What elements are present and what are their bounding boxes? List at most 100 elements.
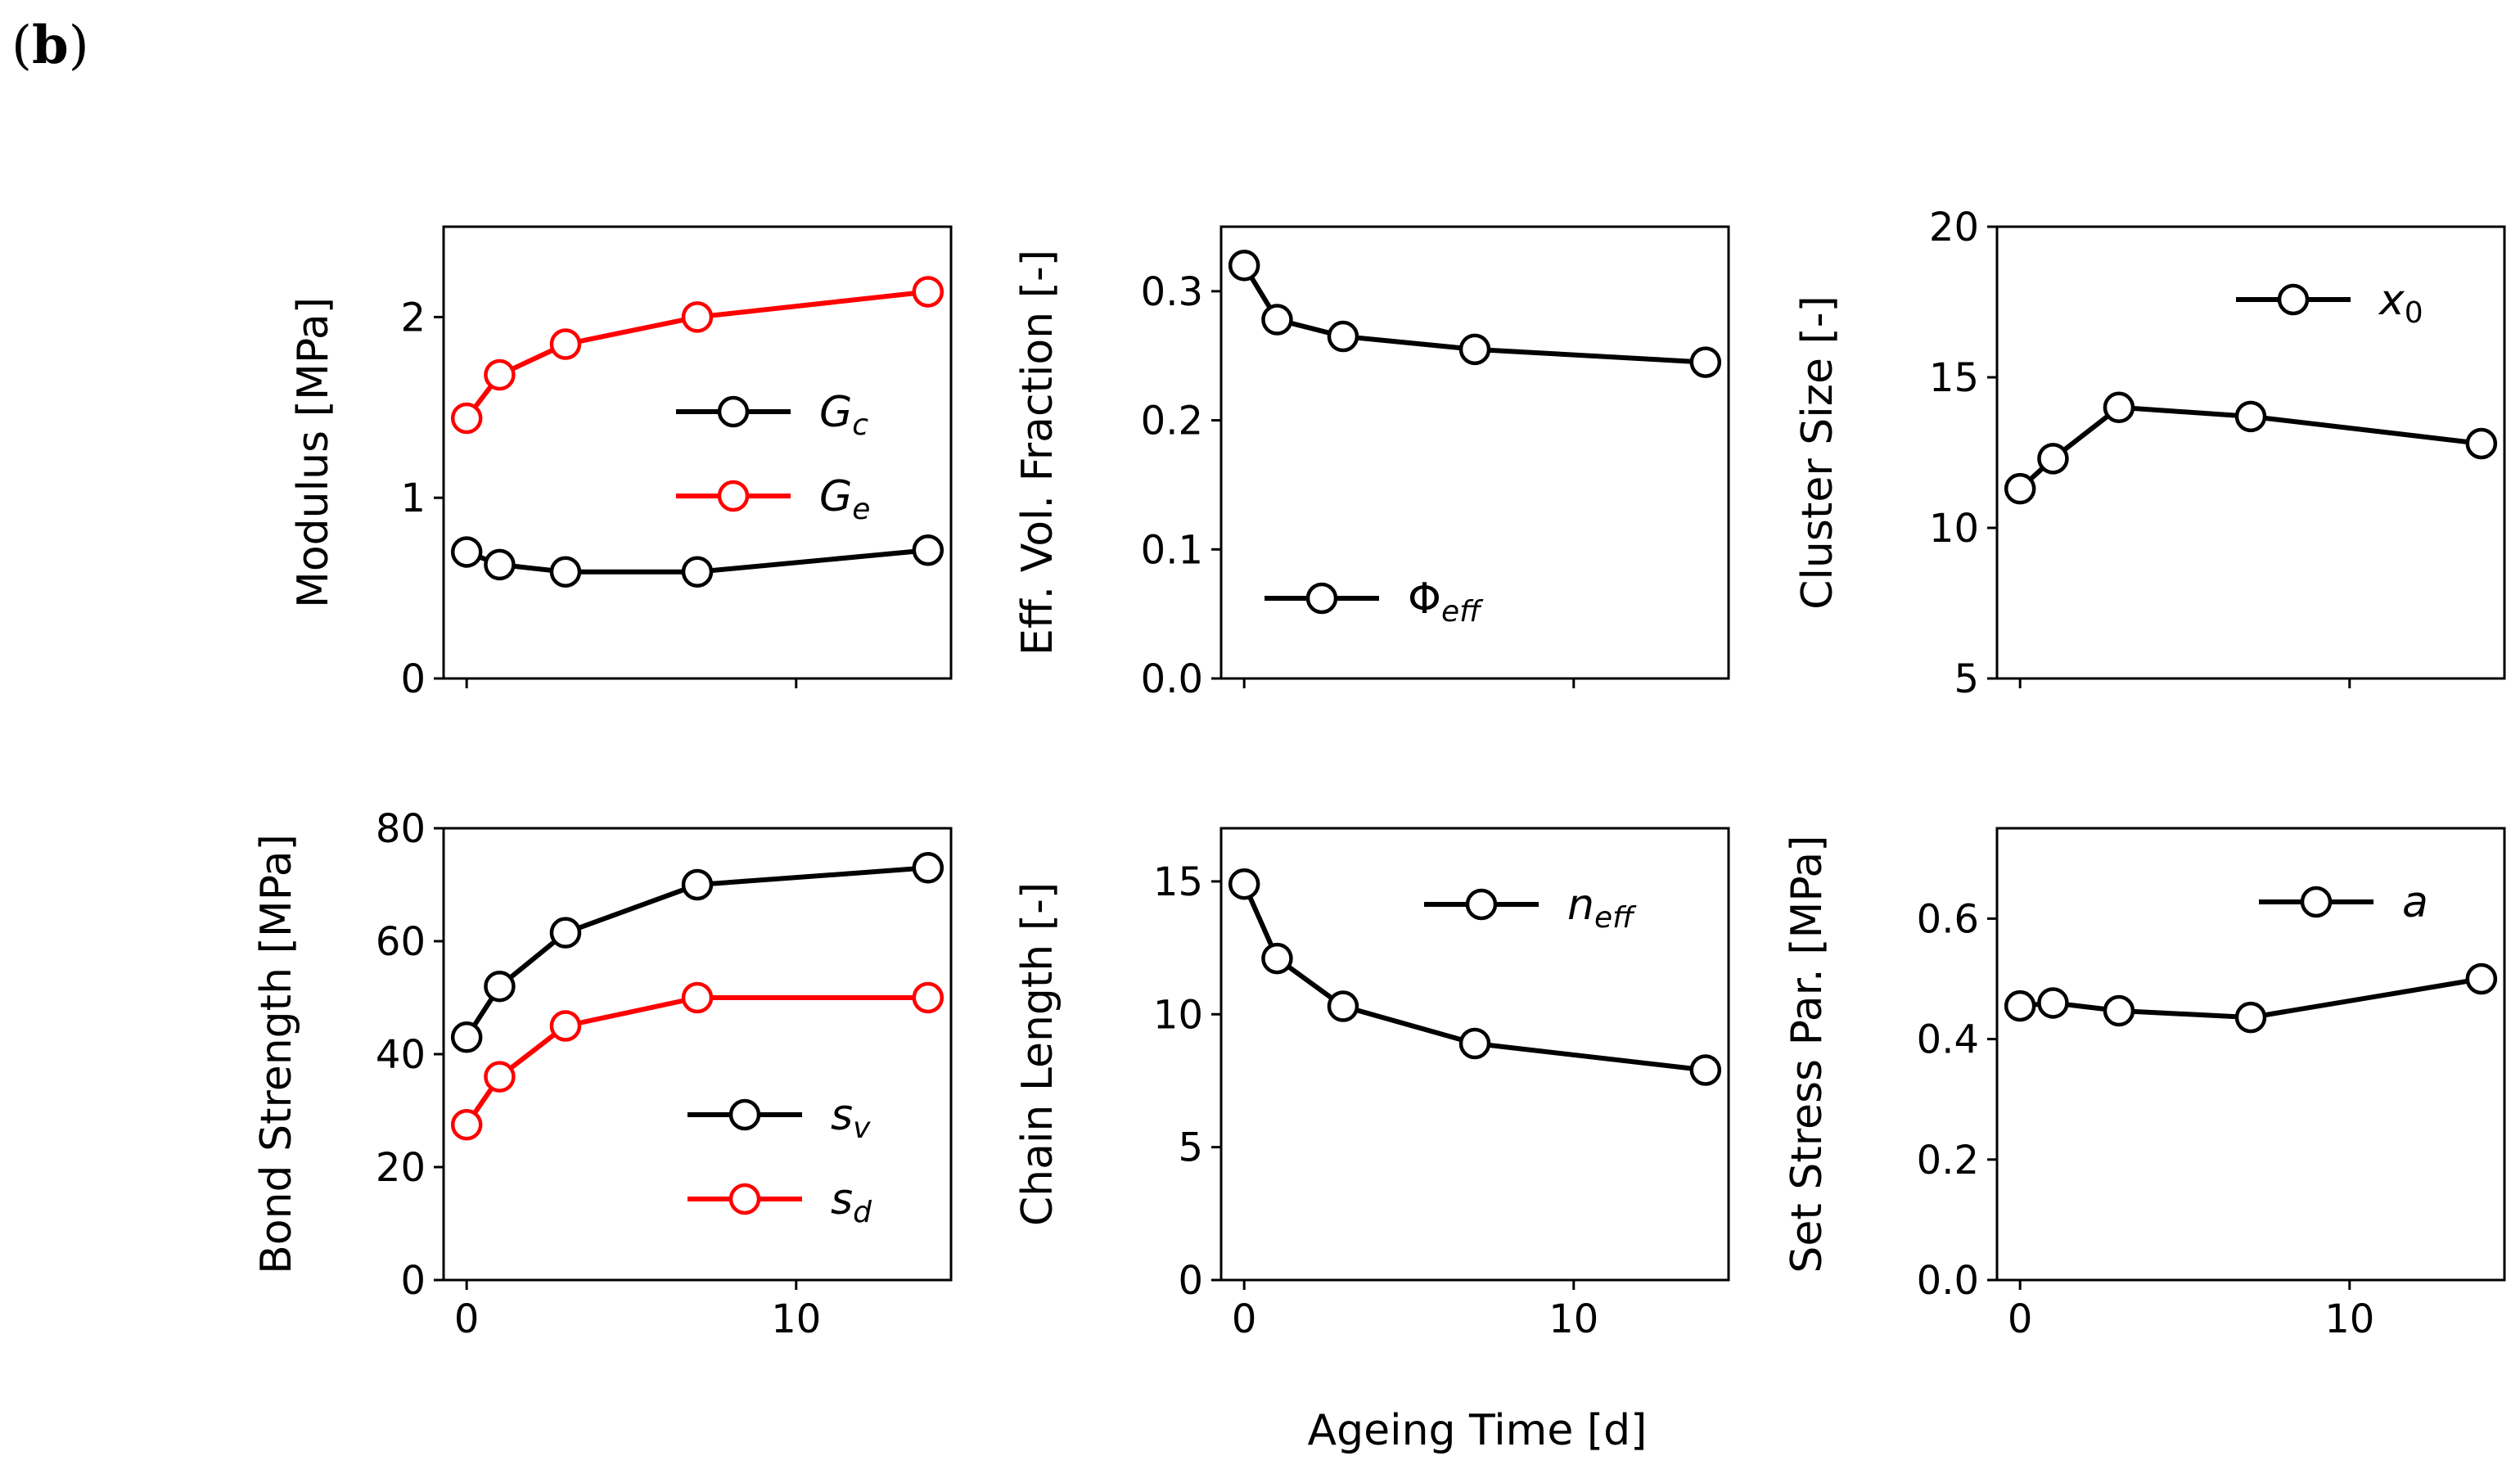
x-tick-label: 0	[1232, 1296, 1257, 1342]
y-tick-label: 20	[376, 1145, 426, 1191]
y-tick-label: 0.2	[1141, 399, 1203, 444]
y-tick-label: 5	[1954, 656, 1979, 702]
data-point-Φeff	[1261, 304, 1293, 336]
y-axis-label: Set Stress Par. [MPa]	[1783, 835, 1832, 1273]
data-point-sv	[484, 970, 516, 1003]
data-point-x0	[2465, 427, 2498, 460]
y-tick-label: 0.3	[1141, 269, 1203, 315]
y-tick-label: 15	[1929, 355, 1979, 401]
panel-label-open: (	[11, 16, 32, 76]
panel-label-close: )	[68, 16, 89, 76]
data-point-x0	[2037, 443, 2069, 475]
y-tick-label: 0.1	[1141, 527, 1203, 573]
legend-label: x0	[2378, 276, 2423, 330]
data-point-a	[2234, 1001, 2267, 1034]
legend-marker	[728, 1098, 761, 1131]
data-point-neff	[1261, 942, 1293, 975]
y-tick-label: 0.0	[1917, 1258, 1979, 1304]
chart-5: 0 5 10 15 0 10 Chain Length [-] neff	[1013, 827, 1730, 1342]
y-axis-label: Eff. Vol. Fraction [-]	[1013, 250, 1062, 656]
legend-label: Ge	[819, 472, 870, 526]
legend-label: neff	[1567, 881, 1637, 935]
data-point-Φeff	[1458, 333, 1491, 366]
data-point-sv	[549, 917, 582, 949]
chart-6: 0.0 0.2 0.4 0.6 0 10 Set Stress Par. [MPa] a	[1783, 827, 2506, 1342]
data-point-Ge	[484, 358, 516, 391]
y-tick-label: 60	[376, 919, 426, 965]
data-point-Gc	[450, 536, 483, 568]
shared-x-axis-label: Ageing Time [d]	[1308, 1406, 1648, 1455]
y-tick-label: 10	[1153, 992, 1203, 1038]
legend-label: a	[2402, 878, 2428, 927]
legend-entry-a: a	[2259, 878, 2428, 927]
y-axis-label: Bond Strength [MPa]	[252, 834, 301, 1274]
data-point-sv	[912, 852, 944, 884]
data-point-x0	[2234, 400, 2267, 433]
y-tick-label: 20	[1929, 205, 1979, 250]
data-point-sv	[681, 868, 714, 901]
panel-label-letter: b	[31, 15, 69, 76]
data-point-sd	[450, 1109, 483, 1141]
x-tick-label: 0	[454, 1296, 480, 1342]
data-point-neff	[1228, 868, 1260, 900]
y-tick-label: 0.4	[1917, 1017, 1979, 1063]
chart-1: 0 1 2 Modulus [MPa] Gc Ge	[289, 225, 953, 702]
data-point-neff	[1689, 1054, 1722, 1086]
x-tick-label: 10	[771, 1296, 821, 1342]
y-tick-label: 0.0	[1141, 656, 1203, 702]
axes-frame	[1219, 827, 1730, 1282]
y-tick-label: 40	[376, 1032, 426, 1078]
legend-marker	[717, 395, 750, 428]
legend-marker	[1305, 582, 1338, 615]
legend-entry-neff: neff	[1424, 881, 1637, 935]
y-tick-label: 15	[1153, 859, 1203, 905]
data-point-Gc	[549, 556, 582, 588]
y-tick-label: 0	[1178, 1258, 1203, 1304]
data-point-a	[2103, 994, 2135, 1027]
data-point-Ge	[681, 301, 714, 333]
data-point-Ge	[450, 402, 483, 435]
data-point-Gc	[484, 548, 516, 581]
axes-frame	[1995, 827, 2506, 1282]
data-point-sd	[549, 1010, 582, 1042]
legend-entry-Φeff: Φeff	[1265, 575, 1484, 629]
data-point-neff	[1458, 1027, 1491, 1060]
y-axis-label: Chain Length [-]	[1013, 882, 1062, 1226]
legend-marker	[2300, 886, 2333, 918]
data-point-a	[2037, 987, 2069, 1019]
data-point-Φeff	[1327, 320, 1359, 353]
data-point-Φeff	[1228, 250, 1260, 282]
data-point-sd	[681, 981, 714, 1014]
axes-frame	[442, 225, 953, 680]
legend-label: Gc	[819, 388, 868, 442]
axes-frame	[1219, 225, 1730, 680]
data-point-Gc	[681, 556, 714, 588]
y-tick-label: 10	[1929, 506, 1979, 552]
chart-4: 0 20 40 60 80 0 10 Bond Strength [MPa] sv sd	[252, 806, 953, 1342]
data-point-x0	[2004, 472, 2036, 505]
y-tick-label: 1	[400, 476, 426, 521]
y-tick-label: 5	[1178, 1125, 1203, 1171]
data-point-Φeff	[1689, 346, 1722, 378]
data-point-x0	[2103, 391, 2135, 424]
legend-entry-x0: x0	[2236, 276, 2423, 330]
data-point-a	[2004, 989, 2036, 1022]
legend-marker	[2277, 283, 2310, 316]
axes-frame	[1995, 225, 2506, 680]
y-tick-label: 0	[400, 1258, 426, 1304]
y-tick-label: 80	[376, 806, 426, 852]
legend-entry-sv: sv	[687, 1091, 871, 1145]
x-tick-label: 10	[1549, 1296, 1598, 1342]
legend-entry-sd: sd	[687, 1175, 872, 1229]
data-point-sd	[912, 981, 944, 1014]
y-tick-label: 0	[400, 656, 426, 702]
data-point-neff	[1327, 990, 1359, 1022]
y-axis-label: Modulus [MPa]	[289, 297, 338, 608]
panel-label: (b)	[11, 15, 89, 76]
y-tick-label: 0.2	[1917, 1138, 1979, 1183]
y-axis-label: Cluster Size [-]	[1793, 295, 1842, 610]
legend-marker	[1465, 888, 1498, 921]
x-tick-label: 10	[2324, 1296, 2374, 1342]
data-point-Gc	[912, 534, 944, 566]
